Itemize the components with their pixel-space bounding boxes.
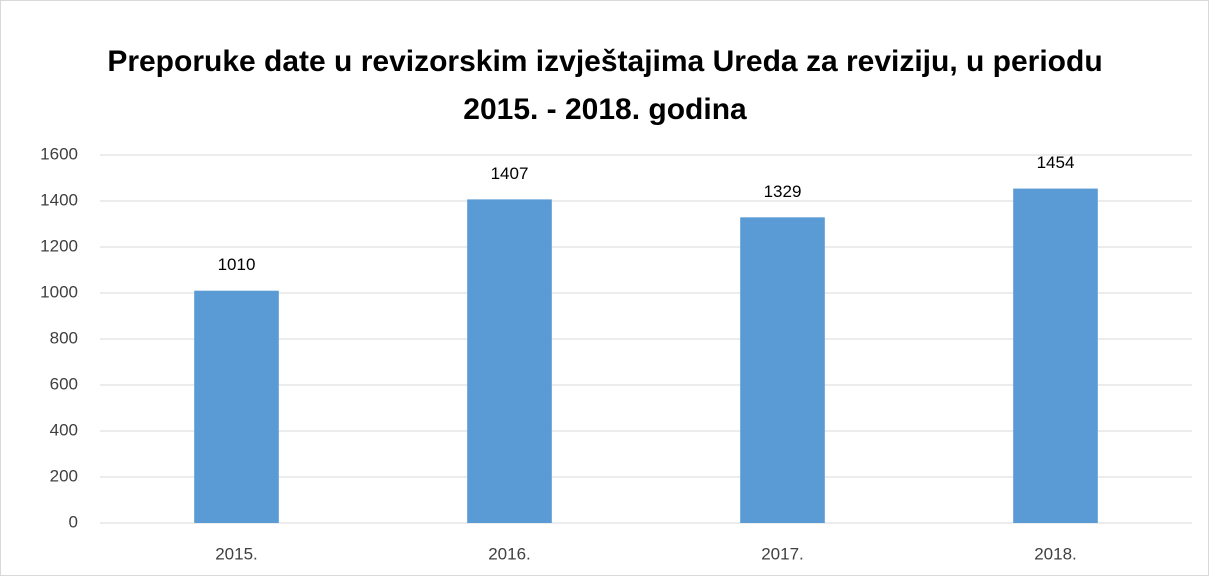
y-tick-label: 0 (69, 512, 78, 531)
x-tick-label: 2015. (215, 544, 258, 563)
y-tick-label: 1000 (40, 282, 78, 301)
y-tick-label: 200 (50, 466, 78, 485)
chart-title: Preporuke date u revizorskim izvještajim… (107, 45, 1103, 126)
x-tick-label: 2017. (761, 544, 804, 563)
x-tick-label: 2018. (1034, 544, 1077, 563)
x-tick-label: 2016. (488, 544, 531, 563)
y-tick-label: 1600 (40, 144, 78, 163)
data-label: 1329 (764, 182, 802, 201)
y-tick-label: 800 (50, 328, 78, 347)
bar (194, 290, 279, 523)
y-tick-label: 1400 (40, 190, 78, 209)
y-tick-label: 400 (50, 420, 78, 439)
y-tick-label: 600 (50, 374, 78, 393)
data-label: 1454 (1037, 153, 1075, 172)
data-label: 1010 (218, 255, 256, 274)
bar (740, 217, 825, 523)
y-tick-label: 1200 (40, 236, 78, 255)
data-label: 1407 (491, 164, 529, 183)
bar (1013, 188, 1098, 523)
bar (467, 199, 552, 523)
